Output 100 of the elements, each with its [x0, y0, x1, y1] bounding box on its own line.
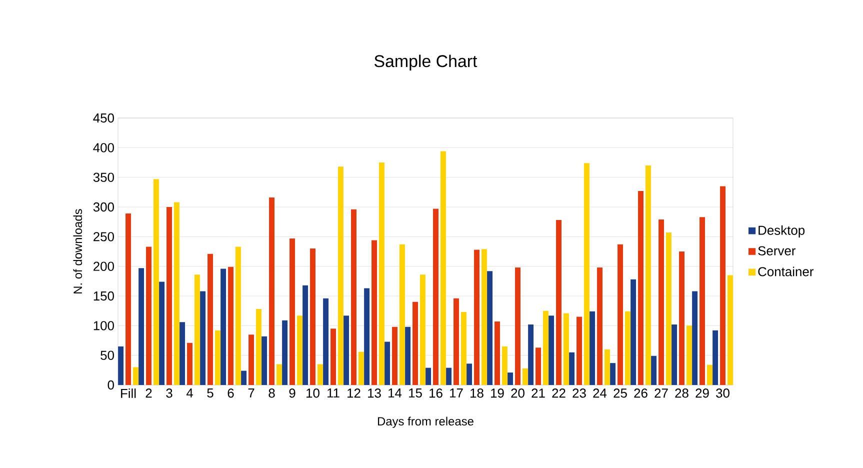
bar	[214, 330, 220, 385]
x-tick-label: 11	[328, 388, 340, 398]
bar	[378, 162, 384, 385]
bar	[712, 330, 718, 385]
bar	[262, 336, 268, 385]
bar	[138, 268, 144, 385]
bar	[200, 291, 206, 385]
bar	[658, 219, 664, 385]
bar	[548, 316, 554, 385]
x-tick-label: Fill	[121, 388, 136, 398]
x-tick-label: 9	[289, 388, 296, 398]
y-tick-label: 350	[93, 172, 114, 182]
bar	[610, 363, 616, 385]
x-tick-label: 29	[696, 388, 709, 398]
x-tick-label: 28	[675, 388, 688, 398]
bar	[426, 368, 432, 385]
y-tick-label: 200	[94, 262, 114, 271]
x-tick-label: 24	[593, 388, 607, 398]
y-tick-label: 250	[94, 232, 114, 242]
bar	[364, 288, 370, 385]
bar	[146, 246, 152, 385]
bar	[522, 368, 528, 385]
bar	[323, 298, 329, 385]
bar	[420, 274, 426, 385]
bar	[180, 322, 186, 385]
x-tick-label: 18	[470, 388, 484, 398]
bar	[604, 349, 610, 385]
bar	[166, 207, 172, 385]
x-tick-label: 14	[388, 388, 402, 398]
legend-label: Server	[758, 246, 796, 256]
y-tick-label: 0	[108, 380, 114, 390]
bar	[384, 342, 390, 385]
bar	[256, 309, 262, 385]
x-tick-label: 21	[532, 388, 545, 398]
y-tick-label: 450	[93, 113, 114, 123]
x-tick-label: 6	[228, 388, 234, 398]
bar	[638, 190, 644, 385]
bar	[584, 163, 590, 385]
legend-label: Container	[758, 266, 814, 276]
x-tick-label: 15	[409, 388, 422, 398]
bar	[727, 275, 733, 385]
bar	[624, 311, 630, 385]
bar	[317, 364, 323, 385]
legend-label: Desktop	[758, 225, 805, 238]
x-tick-label: 26	[634, 388, 648, 398]
bar	[556, 220, 562, 385]
bar	[618, 244, 623, 385]
bar	[446, 368, 452, 385]
bar	[508, 372, 514, 385]
bar	[466, 364, 472, 385]
x-tick-label: 19	[491, 388, 504, 398]
bar	[412, 302, 418, 385]
x-tick-label: 17	[450, 388, 463, 398]
bar	[433, 208, 438, 385]
bar	[276, 364, 282, 385]
x-tick-label: 22	[552, 388, 566, 398]
y-axis-title: N. of downloads	[73, 209, 82, 294]
bar	[174, 202, 180, 385]
x-tick-label: 10	[306, 388, 320, 398]
bar	[302, 285, 308, 385]
y-tick-label: 100	[94, 321, 114, 330]
bar	[706, 364, 712, 385]
bar	[590, 311, 596, 385]
y-tick-label: 150	[94, 291, 114, 301]
bar	[132, 367, 138, 385]
bar	[208, 254, 213, 385]
x-tick-label: 16	[430, 388, 442, 398]
bar	[666, 232, 672, 385]
bar	[679, 252, 684, 385]
bar	[282, 320, 288, 385]
x-tick-label: 13	[368, 388, 381, 398]
bar	[399, 244, 405, 385]
x-tick-label: 27	[654, 388, 668, 398]
x-tick-label: 4	[186, 388, 193, 398]
bar	[487, 271, 493, 385]
bar	[569, 352, 575, 385]
bar	[528, 324, 534, 385]
bar	[692, 291, 698, 385]
bar	[481, 249, 487, 385]
bar	[338, 166, 344, 385]
bar	[686, 326, 692, 385]
bar	[536, 348, 541, 385]
bar	[296, 316, 302, 385]
x-tick-label: 20	[511, 388, 524, 398]
bar	[474, 250, 480, 385]
y-tick-label: 400	[93, 143, 114, 152]
bar	[248, 334, 254, 385]
bar	[330, 328, 336, 385]
bar	[405, 326, 411, 385]
bar	[344, 316, 350, 385]
bar	[372, 240, 377, 385]
bar	[563, 313, 569, 385]
x-tick-label: 23	[572, 388, 586, 398]
x-tick-label: 2	[146, 388, 152, 398]
bar	[542, 310, 548, 385]
bar	[440, 151, 446, 385]
x-tick-label: 3	[166, 388, 172, 398]
bar	[720, 186, 726, 385]
bar	[126, 214, 131, 385]
bar	[220, 268, 226, 385]
